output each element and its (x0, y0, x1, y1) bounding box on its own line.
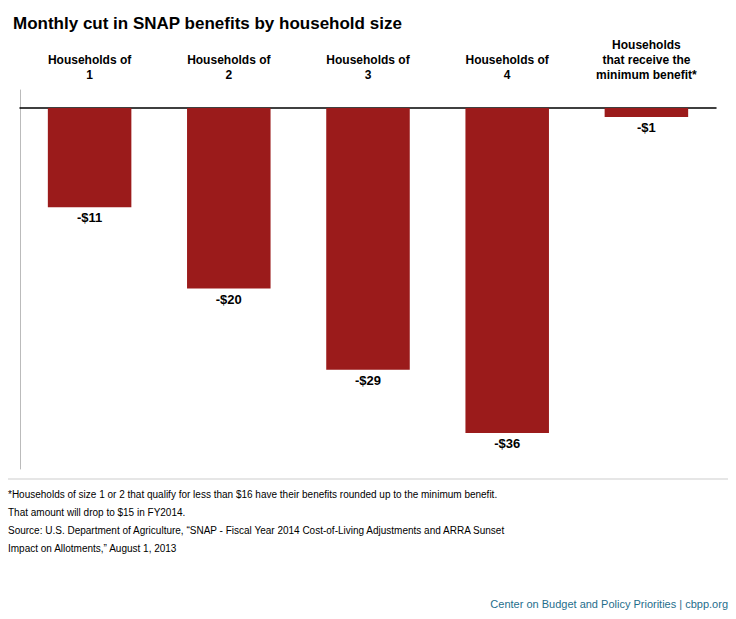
svg-text:Center on Budget and Policy Pr: Center on Budget and Policy Priorities |… (490, 598, 728, 610)
svg-text:2: 2 (225, 68, 232, 82)
svg-text:Monthly cut in SNAP benefits b: Monthly cut in SNAP benefits by househol… (13, 14, 402, 33)
svg-text:-$36: -$36 (494, 436, 520, 451)
svg-text:That amount will drop to $15 i: That amount will drop to $15 in FY2014. (8, 507, 185, 518)
svg-text:Households of: Households of (187, 53, 271, 67)
svg-text:-$20: -$20 (216, 292, 242, 307)
svg-text:3: 3 (365, 68, 372, 82)
svg-text:minimum benefit*: minimum benefit* (596, 68, 697, 82)
svg-text:Households of: Households of (48, 53, 132, 67)
svg-text:Impact on Allotments,” August: Impact on Allotments,” August 1, 2013 (8, 543, 177, 554)
svg-text:-$1: -$1 (637, 120, 656, 135)
svg-text:that receive the: that receive the (602, 53, 690, 67)
svg-text:-$29: -$29 (355, 373, 381, 388)
svg-text:4: 4 (504, 68, 511, 82)
svg-text:-$11: -$11 (77, 210, 102, 225)
svg-text:Households: Households (612, 38, 681, 52)
svg-text:*Households of size 1 or 2 tha: *Households of size 1 or 2 that qualify … (8, 489, 497, 500)
svg-text:1: 1 (86, 68, 93, 82)
svg-text:Source: U.S. Department of Agr: Source: U.S. Department of Agriculture, … (8, 525, 504, 536)
svg-text:Households of: Households of (466, 53, 550, 67)
svg-text:Households of: Households of (326, 53, 410, 67)
